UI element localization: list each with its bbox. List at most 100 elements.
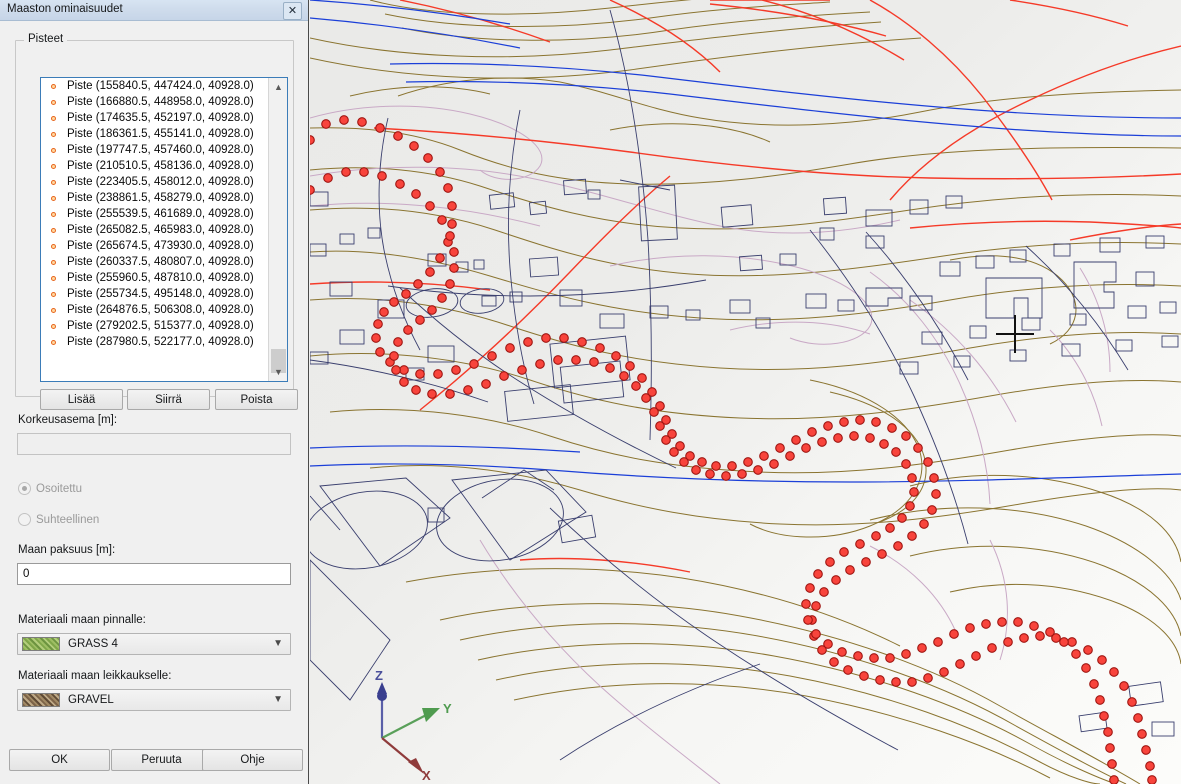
terrain-point-marker[interactable] bbox=[1097, 655, 1107, 665]
terrain-point-marker[interactable] bbox=[839, 547, 849, 557]
terrain-point-marker[interactable] bbox=[871, 417, 881, 427]
terrain-point-marker[interactable] bbox=[1109, 775, 1119, 784]
terrain-point-marker[interactable] bbox=[791, 435, 801, 445]
terrain-point-marker[interactable] bbox=[853, 651, 863, 661]
radio-osoitettu[interactable]: Osoitettu bbox=[18, 482, 82, 496]
terrain-point-marker[interactable] bbox=[433, 369, 443, 379]
cancel-button[interactable]: Peruuta bbox=[111, 749, 212, 771]
terrain-point-marker[interactable] bbox=[517, 365, 527, 375]
terrain-point-marker[interactable] bbox=[685, 451, 695, 461]
terrain-point-marker[interactable] bbox=[649, 407, 659, 417]
terrain-point-marker[interactable] bbox=[1109, 667, 1119, 677]
terrain-point-marker[interactable] bbox=[401, 289, 411, 299]
terrain-point-marker[interactable] bbox=[1119, 681, 1129, 691]
terrain-point-marker[interactable] bbox=[415, 315, 425, 325]
terrain-point-marker[interactable] bbox=[837, 647, 847, 657]
terrain-point-marker[interactable] bbox=[437, 215, 447, 225]
terrain-point-marker[interactable] bbox=[891, 677, 901, 687]
terrain-point-marker[interactable] bbox=[879, 439, 889, 449]
terrain-point-marker[interactable] bbox=[435, 167, 445, 177]
terrain-point-marker[interactable] bbox=[637, 373, 647, 383]
terrain-point-marker[interactable] bbox=[577, 337, 587, 347]
terrain-point-marker[interactable] bbox=[907, 473, 917, 483]
terrain-point-marker[interactable] bbox=[395, 179, 405, 189]
terrain-point-marker[interactable] bbox=[813, 569, 823, 579]
terrain-point-marker[interactable] bbox=[357, 117, 367, 127]
thickness-field[interactable]: 0 bbox=[17, 563, 291, 585]
terrain-point-marker[interactable] bbox=[1083, 645, 1093, 655]
terrain-point-marker[interactable] bbox=[451, 365, 461, 375]
terrain-point-marker[interactable] bbox=[373, 319, 383, 329]
terrain-point-marker[interactable] bbox=[769, 459, 779, 469]
list-item[interactable]: Piste (265082.5, 465983.0, 40928.0) bbox=[41, 222, 268, 238]
terrain-point-marker[interactable] bbox=[399, 377, 409, 387]
terrain-point-marker[interactable] bbox=[535, 359, 545, 369]
terrain-point-marker[interactable] bbox=[711, 461, 721, 471]
terrain-point-marker[interactable] bbox=[845, 565, 855, 575]
terrain-point-marker[interactable] bbox=[831, 575, 841, 585]
terrain-point-marker[interactable] bbox=[605, 363, 615, 373]
move-point-button[interactable]: Siirrä bbox=[127, 389, 210, 410]
terrain-point-marker[interactable] bbox=[893, 541, 903, 551]
terrain-point-marker[interactable] bbox=[409, 141, 419, 151]
terrain-point-marker[interactable] bbox=[443, 183, 453, 193]
list-item[interactable]: Piste (279202.5, 515377.0, 40928.0) bbox=[41, 318, 268, 334]
terrain-point-marker[interactable] bbox=[1067, 637, 1077, 647]
terrain-point-marker[interactable] bbox=[1019, 633, 1029, 643]
terrain-point-marker[interactable] bbox=[859, 671, 869, 681]
list-item[interactable]: Piste (260337.5, 480807.0, 40928.0) bbox=[41, 254, 268, 270]
terrain-point-marker[interactable] bbox=[541, 333, 551, 343]
terrain-point-marker[interactable] bbox=[909, 487, 919, 497]
list-item[interactable]: Piste (264876.5, 506308.0, 40928.0) bbox=[41, 302, 268, 318]
terrain-point-marker[interactable] bbox=[923, 457, 933, 467]
terrain-point-marker[interactable] bbox=[1029, 621, 1039, 631]
terrain-point-marker[interactable] bbox=[1105, 743, 1115, 753]
terrain-point-marker[interactable] bbox=[871, 531, 881, 541]
terrain-point-marker[interactable] bbox=[425, 267, 435, 277]
ok-button[interactable]: OK bbox=[9, 749, 110, 771]
terrain-point-marker[interactable] bbox=[805, 583, 815, 593]
terrain-point-marker[interactable] bbox=[425, 201, 435, 211]
terrain-point-marker[interactable] bbox=[661, 415, 671, 425]
terrain-point-marker[interactable] bbox=[1035, 631, 1045, 641]
terrain-point-marker[interactable] bbox=[359, 167, 369, 177]
terrain-point-marker[interactable] bbox=[929, 473, 939, 483]
terrain-point-marker[interactable] bbox=[1141, 745, 1151, 755]
terrain-point-marker[interactable] bbox=[803, 615, 813, 625]
terrain-point-marker[interactable] bbox=[855, 415, 865, 425]
terrain-point-marker[interactable] bbox=[753, 465, 763, 475]
terrain-point-marker[interactable] bbox=[801, 443, 811, 453]
terrain-point-marker[interactable] bbox=[865, 433, 875, 443]
terrain-point-marker[interactable] bbox=[1081, 663, 1091, 673]
terrain-point-marker[interactable] bbox=[1099, 711, 1109, 721]
terrain-point-marker[interactable] bbox=[399, 365, 409, 375]
terrain-point-marker[interactable] bbox=[499, 371, 509, 381]
terrain-point-marker[interactable] bbox=[877, 549, 887, 559]
terrain-point-marker[interactable] bbox=[1051, 633, 1061, 643]
terrain-point-marker[interactable] bbox=[661, 435, 671, 445]
terrain-point-marker[interactable] bbox=[589, 357, 599, 367]
list-item[interactable]: Piste (255734.5, 495148.0, 40928.0) bbox=[41, 286, 268, 302]
terrain-point-marker[interactable] bbox=[907, 531, 917, 541]
terrain-point-marker[interactable] bbox=[839, 417, 849, 427]
terrain-point-marker[interactable] bbox=[823, 421, 833, 431]
terrain-point-marker[interactable] bbox=[445, 389, 455, 399]
terrain-point-marker[interactable] bbox=[463, 385, 473, 395]
terrain-point-marker[interactable] bbox=[339, 115, 349, 125]
terrain-point-marker[interactable] bbox=[611, 351, 621, 361]
points-listbox[interactable]: Piste (155840.5, 447424.0, 40928.0) Piste… bbox=[40, 77, 288, 382]
terrain-point-marker[interactable] bbox=[553, 355, 563, 365]
terrain-point-marker[interactable] bbox=[377, 171, 387, 181]
terrain-point-marker[interactable] bbox=[933, 637, 943, 647]
terrain-point-marker[interactable] bbox=[759, 451, 769, 461]
terrain-point-marker[interactable] bbox=[997, 617, 1007, 627]
terrain-point-marker[interactable] bbox=[869, 653, 879, 663]
terrain-point-marker[interactable] bbox=[861, 557, 871, 567]
terrain-point-marker[interactable] bbox=[823, 639, 833, 649]
terrain-point-marker[interactable] bbox=[1127, 697, 1137, 707]
terrain-point-marker[interactable] bbox=[423, 153, 433, 163]
terrain-point-marker[interactable] bbox=[1137, 729, 1147, 739]
terrain-point-marker[interactable] bbox=[571, 355, 581, 365]
terrain-point-marker[interactable] bbox=[1071, 649, 1081, 659]
terrain-point-marker[interactable] bbox=[913, 443, 923, 453]
